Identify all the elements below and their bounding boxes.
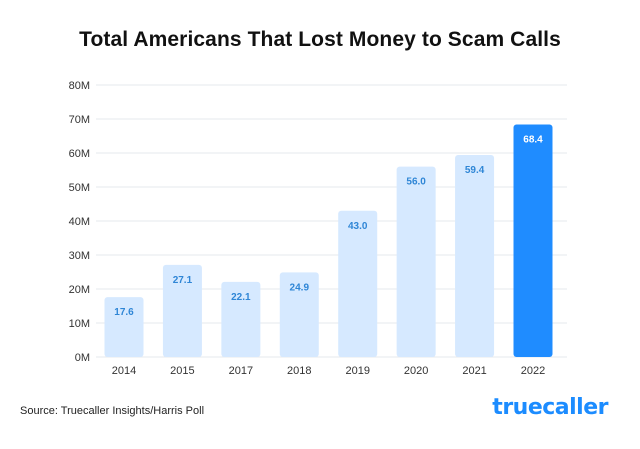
- y-tick-label: 30M: [69, 250, 90, 262]
- y-tick-label: 20M: [69, 284, 90, 296]
- y-tick-label: 60M: [69, 148, 90, 160]
- chart-title: Total Americans That Lost Money to Scam …: [79, 28, 561, 51]
- truecaller-logo: truecaller: [492, 395, 608, 420]
- bar-value-label: 56.0: [406, 177, 426, 188]
- x-tick-label: 2018: [287, 365, 311, 377]
- bar: [104, 297, 144, 357]
- bar-value-label: 27.1: [173, 275, 193, 286]
- x-tick-label: 2014: [112, 365, 136, 377]
- x-tick-label: 2020: [404, 365, 428, 377]
- x-tick-label: 2017: [229, 365, 253, 377]
- x-tick-label: 2019: [345, 365, 369, 377]
- bar: [221, 281, 261, 357]
- y-tick-label: 70M: [69, 114, 90, 126]
- bar: [396, 166, 436, 357]
- bar-value-label: 43.0: [348, 221, 368, 232]
- y-tick-label: 10M: [69, 318, 90, 330]
- y-tick-label: 80M: [69, 80, 90, 92]
- x-tick-label: 2021: [462, 365, 486, 377]
- source-note: Source: Truecaller Insights/Harris Poll: [20, 405, 205, 417]
- bar: [162, 264, 202, 357]
- bar: [338, 210, 378, 357]
- bar: [455, 155, 495, 357]
- bar: [513, 124, 553, 357]
- bar-value-label: 22.1: [231, 292, 251, 303]
- bar-value-label: 68.4: [523, 134, 543, 145]
- bar-value-label: 17.6: [114, 307, 134, 318]
- x-tick-label: 2015: [170, 365, 194, 377]
- x-tick-label: 2022: [521, 365, 545, 377]
- bar: [279, 272, 319, 357]
- y-tick-label: 50M: [69, 182, 90, 194]
- y-tick-label: 0M: [75, 352, 90, 364]
- y-tick-label: 40M: [69, 216, 90, 228]
- bar-value-label: 59.4: [465, 165, 485, 176]
- bar-value-label: 24.9: [290, 282, 310, 293]
